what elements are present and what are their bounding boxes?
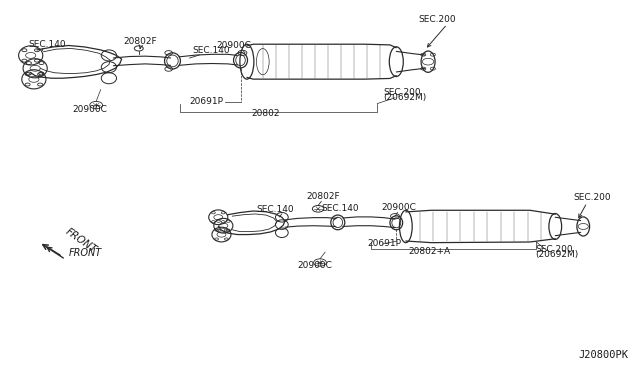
Text: SEC.200: SEC.200 [535, 245, 573, 254]
Text: (20692M): (20692M) [535, 250, 578, 259]
Text: SEC.200: SEC.200 [573, 193, 611, 202]
Text: 20691P: 20691P [368, 239, 402, 248]
Text: 20802F: 20802F [123, 37, 157, 46]
Text: 20802: 20802 [252, 109, 280, 118]
Text: SEC.200: SEC.200 [419, 15, 456, 24]
Text: SEC.200: SEC.200 [383, 88, 421, 97]
Text: (20692M): (20692M) [383, 93, 427, 102]
Text: 20900C: 20900C [217, 41, 252, 50]
Text: SEC.140: SEC.140 [257, 205, 294, 215]
Text: 20691P: 20691P [189, 97, 223, 106]
Text: 20900C: 20900C [298, 261, 333, 270]
Text: 20802F: 20802F [306, 192, 340, 201]
Text: FRONT: FRONT [64, 227, 99, 255]
Text: 20900C: 20900C [72, 105, 107, 115]
Text: 20802+A: 20802+A [408, 247, 451, 256]
Text: FRONT: FRONT [69, 248, 102, 258]
Text: J20800PK: J20800PK [579, 350, 628, 360]
Text: SEC.140: SEC.140 [193, 46, 230, 55]
Text: 20900C: 20900C [381, 202, 416, 212]
Text: SEC.140: SEC.140 [321, 204, 359, 213]
Text: SEC.140: SEC.140 [29, 40, 67, 49]
